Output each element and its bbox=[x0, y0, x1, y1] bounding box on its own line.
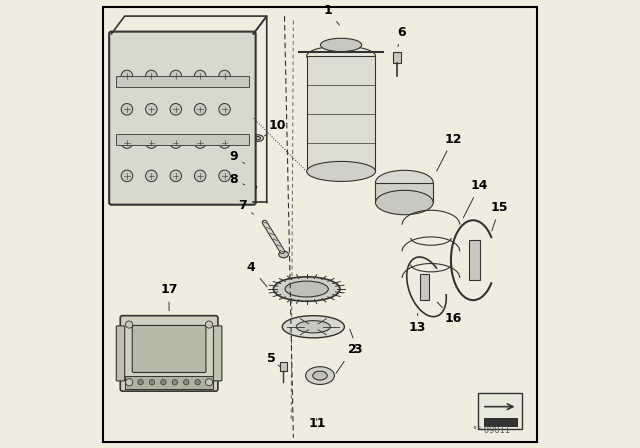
Text: °° 09011: °° 09011 bbox=[473, 426, 510, 435]
Circle shape bbox=[184, 379, 189, 385]
Circle shape bbox=[145, 170, 157, 181]
Ellipse shape bbox=[282, 316, 344, 338]
Circle shape bbox=[170, 70, 182, 82]
Ellipse shape bbox=[248, 185, 254, 188]
Text: 1: 1 bbox=[323, 4, 339, 25]
Circle shape bbox=[125, 321, 132, 328]
Circle shape bbox=[206, 379, 212, 385]
Circle shape bbox=[195, 103, 206, 115]
Ellipse shape bbox=[296, 321, 330, 333]
Text: 13: 13 bbox=[409, 314, 426, 334]
Circle shape bbox=[127, 379, 132, 385]
Circle shape bbox=[172, 379, 177, 385]
Circle shape bbox=[121, 70, 132, 82]
Ellipse shape bbox=[376, 190, 433, 215]
FancyBboxPatch shape bbox=[125, 375, 214, 389]
FancyBboxPatch shape bbox=[116, 326, 125, 381]
Circle shape bbox=[195, 70, 206, 82]
FancyBboxPatch shape bbox=[484, 418, 518, 426]
Ellipse shape bbox=[313, 371, 327, 380]
Ellipse shape bbox=[252, 135, 264, 142]
Ellipse shape bbox=[376, 170, 433, 195]
FancyBboxPatch shape bbox=[477, 393, 522, 429]
Text: 9: 9 bbox=[229, 151, 244, 164]
Circle shape bbox=[145, 137, 157, 148]
Ellipse shape bbox=[307, 161, 376, 181]
FancyBboxPatch shape bbox=[109, 32, 255, 205]
FancyBboxPatch shape bbox=[376, 182, 433, 202]
FancyBboxPatch shape bbox=[420, 274, 429, 300]
Circle shape bbox=[205, 321, 212, 328]
FancyBboxPatch shape bbox=[116, 76, 249, 87]
Circle shape bbox=[121, 170, 132, 181]
Circle shape bbox=[205, 379, 212, 386]
Circle shape bbox=[125, 379, 132, 386]
Ellipse shape bbox=[273, 277, 340, 301]
Text: 12: 12 bbox=[436, 133, 462, 171]
Text: 14: 14 bbox=[463, 179, 488, 218]
Circle shape bbox=[170, 137, 182, 148]
Circle shape bbox=[195, 137, 206, 148]
Text: 6: 6 bbox=[397, 26, 406, 47]
Circle shape bbox=[121, 137, 132, 148]
Text: 11: 11 bbox=[309, 417, 326, 430]
FancyBboxPatch shape bbox=[393, 52, 401, 63]
Text: 10: 10 bbox=[264, 119, 287, 136]
Ellipse shape bbox=[305, 367, 335, 384]
FancyBboxPatch shape bbox=[116, 134, 249, 145]
Ellipse shape bbox=[279, 251, 289, 258]
Circle shape bbox=[219, 170, 230, 181]
Circle shape bbox=[138, 379, 143, 385]
Text: 4: 4 bbox=[247, 261, 267, 287]
Ellipse shape bbox=[285, 281, 328, 297]
Text: 3: 3 bbox=[350, 329, 362, 357]
Text: 8: 8 bbox=[229, 172, 244, 185]
Circle shape bbox=[145, 103, 157, 115]
Text: 5: 5 bbox=[267, 352, 280, 367]
FancyBboxPatch shape bbox=[280, 362, 287, 371]
Text: 7: 7 bbox=[238, 199, 253, 214]
Circle shape bbox=[195, 170, 206, 181]
FancyBboxPatch shape bbox=[307, 56, 376, 172]
FancyBboxPatch shape bbox=[132, 325, 206, 372]
FancyBboxPatch shape bbox=[468, 240, 480, 280]
Ellipse shape bbox=[307, 46, 376, 66]
Text: 17: 17 bbox=[160, 284, 178, 310]
Text: 2: 2 bbox=[336, 344, 356, 373]
Circle shape bbox=[195, 379, 200, 385]
Text: 15: 15 bbox=[491, 201, 508, 231]
FancyBboxPatch shape bbox=[214, 326, 222, 381]
Ellipse shape bbox=[246, 184, 257, 190]
Circle shape bbox=[170, 103, 182, 115]
Circle shape bbox=[219, 103, 230, 115]
FancyBboxPatch shape bbox=[120, 316, 218, 391]
Text: 16: 16 bbox=[437, 302, 461, 325]
Circle shape bbox=[170, 170, 182, 181]
Circle shape bbox=[219, 70, 230, 82]
Circle shape bbox=[145, 70, 157, 82]
Ellipse shape bbox=[255, 137, 260, 140]
Ellipse shape bbox=[321, 38, 362, 52]
Ellipse shape bbox=[244, 163, 254, 167]
Circle shape bbox=[219, 137, 230, 148]
Circle shape bbox=[161, 379, 166, 385]
Circle shape bbox=[149, 379, 155, 385]
Circle shape bbox=[121, 103, 132, 115]
